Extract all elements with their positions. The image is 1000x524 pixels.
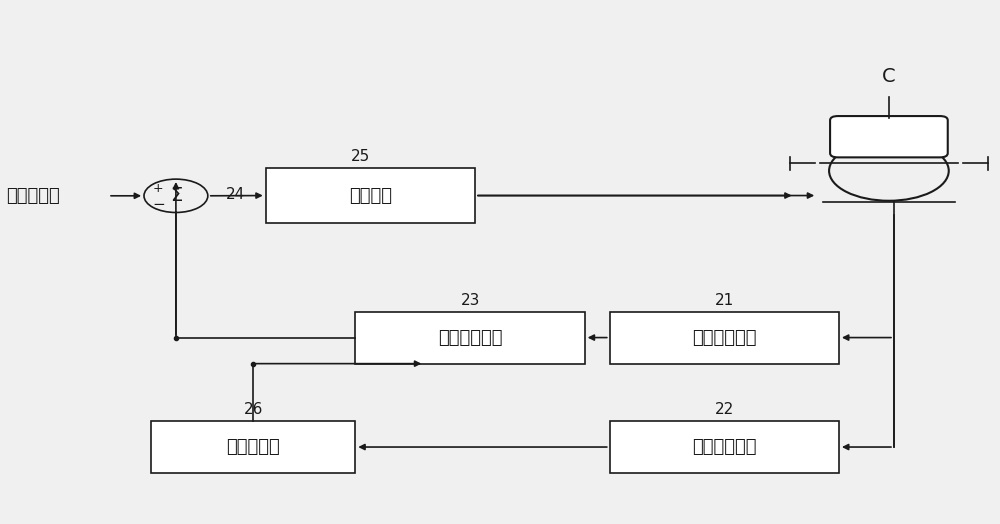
Text: Σ: Σ: [170, 187, 182, 205]
Text: 控制单元: 控制单元: [349, 187, 392, 204]
Text: 虚拟电容器: 虚拟电容器: [226, 438, 280, 456]
Text: −: −: [152, 198, 165, 212]
Bar: [266, 168, 475, 223]
Text: 26: 26: [244, 402, 263, 417]
Bar: [610, 311, 839, 364]
Bar: [610, 421, 839, 473]
Bar: [151, 421, 355, 473]
Text: C: C: [882, 68, 896, 86]
Text: +: +: [153, 182, 164, 195]
Text: 电压检测单元: 电压检测单元: [692, 329, 757, 346]
Text: 21: 21: [715, 292, 734, 308]
Text: 22: 22: [715, 402, 734, 417]
Text: 25: 25: [351, 149, 370, 164]
Text: 冲程参考值: 冲程参考值: [6, 187, 60, 205]
Text: 23: 23: [460, 292, 480, 308]
Bar: [355, 311, 585, 364]
FancyBboxPatch shape: [830, 116, 948, 157]
Text: 24: 24: [226, 187, 245, 202]
Text: 冲程估计单元: 冲程估计单元: [438, 329, 502, 346]
Text: 电流检测单元: 电流检测单元: [692, 438, 757, 456]
